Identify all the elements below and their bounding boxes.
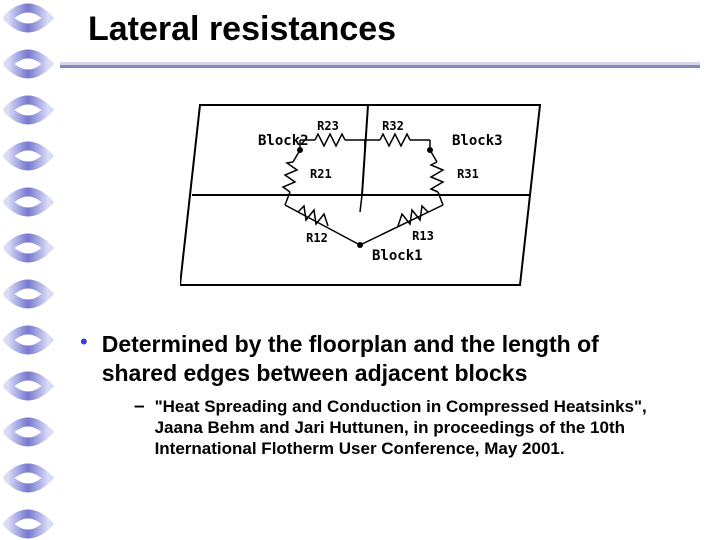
sub-bullet-marker: – <box>134 396 145 418</box>
bullet-marker: • <box>80 330 88 354</box>
resistor-r23: R23 <box>300 119 365 150</box>
block2-label: Block2 <box>258 133 309 149</box>
resistor-r32: R32 <box>365 119 430 150</box>
sub-bullet-text: "Heat Spreading and Conduction in Compre… <box>155 396 680 460</box>
resistor-r31: R31 <box>430 150 479 205</box>
page-title: Lateral resistances <box>88 10 396 49</box>
svg-text:R13: R13 <box>412 229 434 243</box>
svg-text:R23: R23 <box>317 119 339 133</box>
svg-text:R31: R31 <box>457 167 479 181</box>
svg-text:R12: R12 <box>306 231 328 245</box>
title-underline <box>60 62 700 68</box>
bullet-text: Determined by the floorplan and the leng… <box>102 330 680 388</box>
resistor-r21: R21 <box>283 150 332 205</box>
spiral-binding <box>0 0 56 540</box>
bullet-list: • Determined by the floorplan and the le… <box>80 330 680 459</box>
floorplan-diagram: R23 R32 Block2 Block3 R21 R31 R12 <box>180 100 560 290</box>
sub-bullet-item: – "Heat Spreading and Conduction in Comp… <box>134 396 680 460</box>
block3-label: Block3 <box>452 133 503 149</box>
block1-label: Block1 <box>372 248 423 264</box>
bullet-item: • Determined by the floorplan and the le… <box>80 330 680 388</box>
svg-text:R32: R32 <box>382 119 404 133</box>
svg-text:R21: R21 <box>310 167 332 181</box>
